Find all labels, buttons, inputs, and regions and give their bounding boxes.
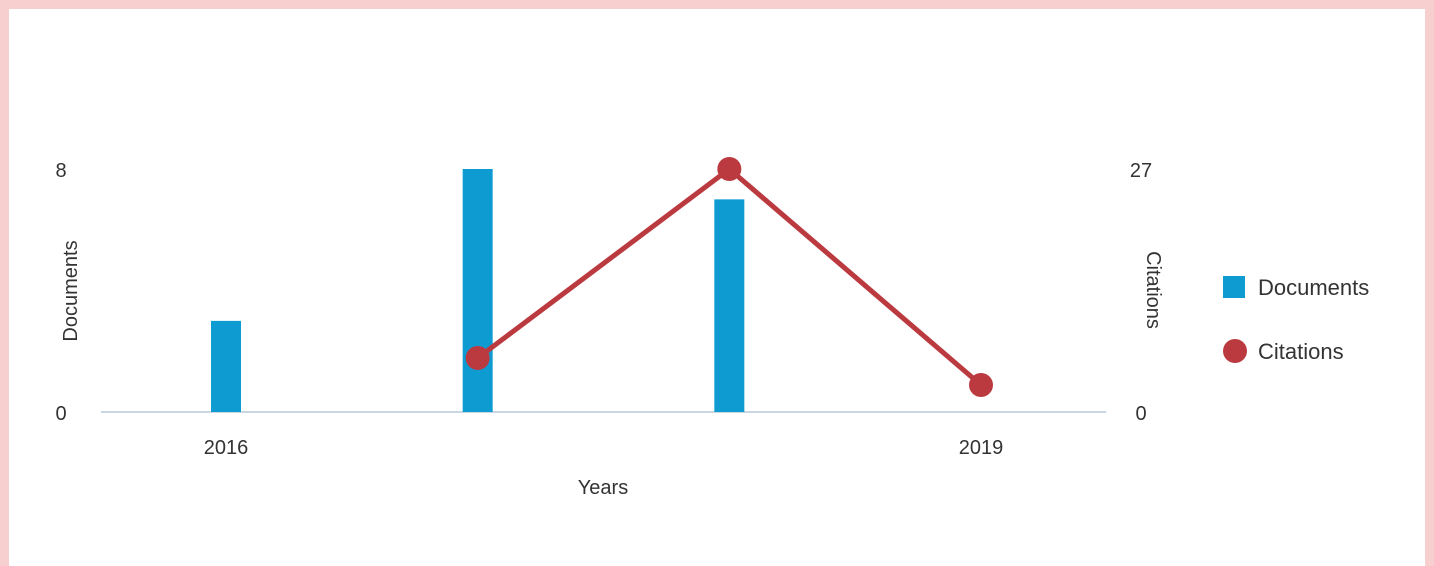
- citations-point-2017[interactable]: [465, 346, 490, 370]
- y-right-tick-bottom: 0: [1135, 403, 1146, 425]
- y-left-tick-bottom: 0: [55, 403, 66, 425]
- citations-point-2018[interactable]: [717, 157, 742, 181]
- legend-item-documents[interactable]: Documents: [1223, 275, 1369, 300]
- citations-line-group: [465, 157, 993, 397]
- documents-bars: [211, 169, 745, 412]
- citations-point-2019[interactable]: [969, 373, 993, 397]
- y-left-axis-title: Documents: [60, 240, 82, 341]
- y-right-axis-title: Citations: [1142, 251, 1164, 329]
- documents-bar-2016[interactable]: [211, 320, 241, 412]
- x-tick-2019: 2019: [959, 437, 1004, 459]
- y-right-tick-top: 27: [1130, 160, 1152, 182]
- documents-bar-2018[interactable]: [714, 199, 745, 412]
- legend-swatch-documents: [1223, 276, 1245, 298]
- legend-label-documents: Documents: [1258, 275, 1369, 300]
- x-axis-title: Years: [578, 477, 628, 499]
- x-tick-2016: 2016: [204, 437, 249, 459]
- legend: Documents Citations: [1223, 275, 1369, 364]
- documents-bar-2017[interactable]: [462, 169, 493, 412]
- legend-label-citations: Citations: [1258, 339, 1344, 364]
- legend-marker-citations: [1223, 339, 1247, 363]
- y-left-tick-top: 8: [55, 160, 66, 182]
- legend-item-citations[interactable]: Citations: [1223, 339, 1344, 364]
